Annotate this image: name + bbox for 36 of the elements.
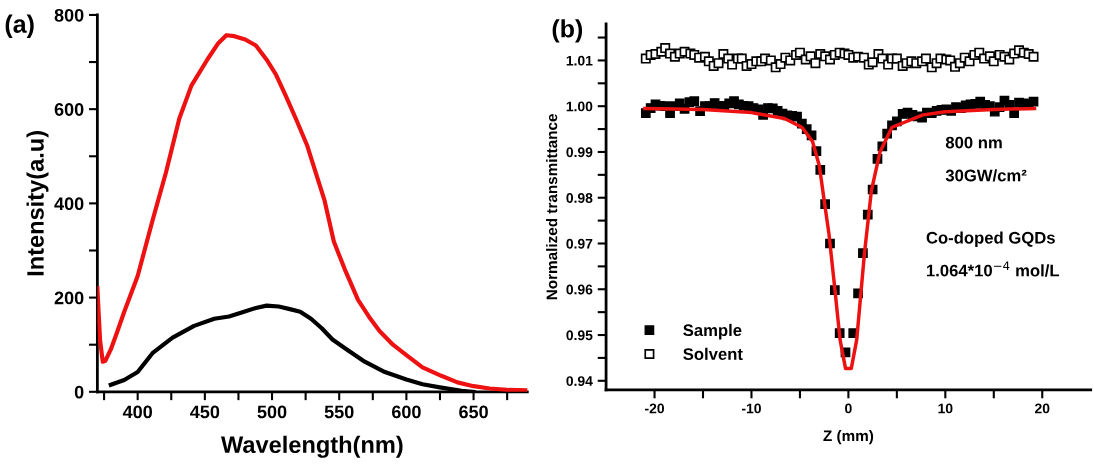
- y-tick-label: 0.94: [566, 376, 593, 386]
- x-tick-label: 650: [459, 405, 488, 419]
- y-tick-label: 0.96: [566, 284, 593, 295]
- annotation: Co-doped GQDs: [926, 231, 1055, 247]
- chart-title: (b): [552, 19, 583, 43]
- annotation: 800 nm: [945, 136, 1002, 149]
- annotation: 1.064*10$^{−4}$ mol/L: [926, 261, 1060, 277]
- x-tick-label: 10: [938, 403, 953, 414]
- chart-title: (a): [5, 14, 34, 38]
- y-tick-label: 0.98: [566, 193, 593, 203]
- annotation: 30GW/cm²: [945, 169, 1027, 182]
- x-tick-label: 20: [1035, 403, 1050, 414]
- y-tick-label: 800: [54, 8, 84, 22]
- x-tick-label: 400: [122, 405, 152, 419]
- y-tick-label: 0.97: [566, 238, 593, 249]
- x-tick-label: -20: [645, 403, 665, 414]
- x-tick-label: 600: [391, 405, 421, 419]
- y-tick-label: 600: [54, 103, 84, 116]
- y-axis-title: Intensity(a.u): [26, 131, 49, 276]
- y-axis-title: Normalized transmittance: [546, 114, 558, 300]
- y-tick-label: 400: [54, 197, 84, 211]
- y-tick-label: 0: [74, 385, 84, 399]
- y-tick-label: 200: [54, 291, 84, 305]
- x-tick-label: -10: [741, 403, 761, 414]
- x-tick-label: 0: [845, 403, 852, 414]
- legend-label: Solvent: [683, 347, 743, 360]
- y-tick-label: 0.99: [566, 147, 593, 158]
- legend-label: Sample: [683, 323, 742, 340]
- x-tick-label: 500: [257, 405, 287, 419]
- x-tick-label: 550: [324, 405, 354, 419]
- y-tick-label: 0.95: [566, 330, 593, 341]
- x-axis-title: Wavelength(nm): [220, 435, 403, 458]
- y-tick-label: 1.01: [566, 55, 593, 66]
- x-axis-title: Z (mm): [823, 429, 874, 445]
- x-tick-label: 450: [190, 405, 220, 419]
- y-tick-label: 1.00: [566, 101, 593, 112]
